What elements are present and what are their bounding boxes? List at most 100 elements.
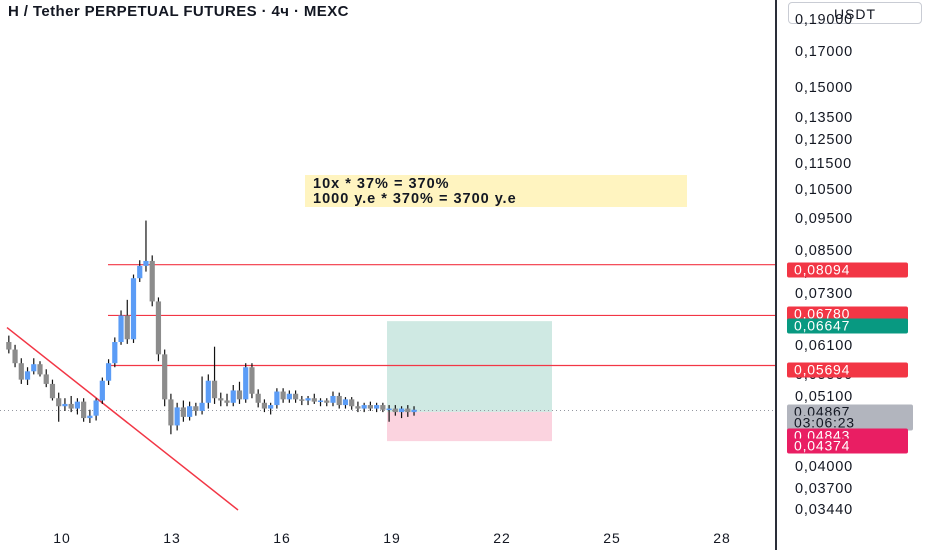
candle-body [236, 390, 243, 400]
price-tick-label: 0,11500 [795, 155, 852, 172]
candle-body [105, 363, 112, 381]
candle-body [62, 403, 68, 407]
candle [118, 310, 124, 345]
time-tick-label: 16 [273, 530, 291, 546]
candle [143, 220, 149, 272]
candle [99, 377, 105, 404]
price-tick-label: 0,04000 [795, 458, 854, 475]
price-tick-label: 0,05100 [795, 389, 854, 406]
candle-body [93, 400, 99, 416]
candle-body [411, 409, 417, 413]
candle-body [18, 363, 24, 380]
candle-body [68, 403, 74, 409]
candle-body [37, 364, 43, 375]
candle-body [324, 400, 330, 403]
candle [317, 398, 324, 407]
candle-body [305, 398, 311, 401]
annotation-box[interactable]: 10x * 37% = 370% 1000 у.е * 370% = 3700 … [305, 175, 687, 207]
candle [180, 400, 186, 422]
candlestick-series [6, 220, 417, 435]
candle [199, 376, 205, 415]
currency-button[interactable]: USDT [788, 2, 922, 24]
candle [68, 395, 74, 413]
time-tick-label: 19 [383, 530, 401, 546]
candle-body [286, 393, 292, 400]
price-tick-label: 0,09500 [795, 210, 854, 227]
candle-body [211, 380, 218, 399]
candle-body [317, 400, 324, 402]
candle-body [342, 399, 349, 406]
candle [162, 349, 168, 407]
candle-body [137, 265, 143, 279]
candle [261, 399, 268, 413]
chart-canvas[interactable] [0, 0, 775, 528]
candle [31, 358, 37, 375]
price-tick-label: 0,10500 [795, 182, 854, 199]
price-tick-label: 0,08500 [795, 242, 854, 259]
candle [330, 391, 336, 407]
candle [43, 369, 49, 388]
candle [243, 363, 249, 403]
candle-body [243, 367, 249, 400]
candle [137, 260, 143, 282]
candle-body [87, 415, 93, 419]
candle-body [81, 401, 87, 419]
candle [349, 397, 355, 410]
candle [292, 390, 299, 403]
price-tag: 0,06780 [787, 306, 908, 322]
time-tick-label: 28 [713, 530, 731, 546]
candle-body [398, 408, 405, 413]
candle-body [249, 367, 255, 394]
candle [105, 359, 112, 385]
candle-body [74, 401, 81, 409]
position-zones [387, 321, 552, 442]
candle [56, 392, 62, 422]
candle [174, 402, 180, 431]
candle [392, 405, 398, 416]
candle [249, 363, 255, 399]
candle-body [268, 405, 274, 409]
candle [336, 392, 342, 409]
price-axis-divider [775, 0, 777, 550]
price-tick-label: 0,03440 [795, 502, 854, 518]
candle [311, 393, 317, 404]
time-tick-label: 10 [53, 530, 71, 546]
candle-body [149, 260, 155, 302]
candle-body [224, 400, 230, 403]
price-tag: 0,06647 [787, 318, 908, 334]
candle [218, 392, 224, 407]
candle-body [174, 407, 180, 426]
candle [62, 398, 68, 411]
price-tick-label: 0,15000 [795, 79, 854, 96]
candle [236, 381, 243, 404]
price-tick-label: 0,06100 [795, 337, 854, 354]
candle [299, 395, 305, 406]
candle-body [130, 278, 137, 340]
candle-body [367, 405, 373, 409]
candle [286, 390, 292, 403]
candle [305, 395, 311, 406]
candle [24, 367, 31, 385]
candle-body [374, 405, 380, 409]
candle [18, 358, 24, 384]
candle [274, 388, 280, 409]
candle-body [24, 371, 31, 380]
candle [149, 255, 155, 307]
time-tick-label: 22 [493, 530, 511, 546]
candle-body [199, 402, 205, 411]
candle-body [280, 391, 286, 400]
candle [355, 401, 361, 413]
candle-body [31, 364, 37, 372]
loss-zone [387, 411, 552, 442]
candle-body [143, 260, 149, 266]
candle [74, 398, 81, 415]
candle-body [392, 408, 398, 413]
candle [37, 361, 43, 377]
candle-body [118, 315, 124, 343]
candle [268, 402, 274, 415]
candle [205, 374, 211, 409]
candle [230, 384, 236, 407]
time-tick-label: 13 [163, 530, 181, 546]
profit-zone [387, 321, 552, 412]
candle [374, 402, 380, 413]
